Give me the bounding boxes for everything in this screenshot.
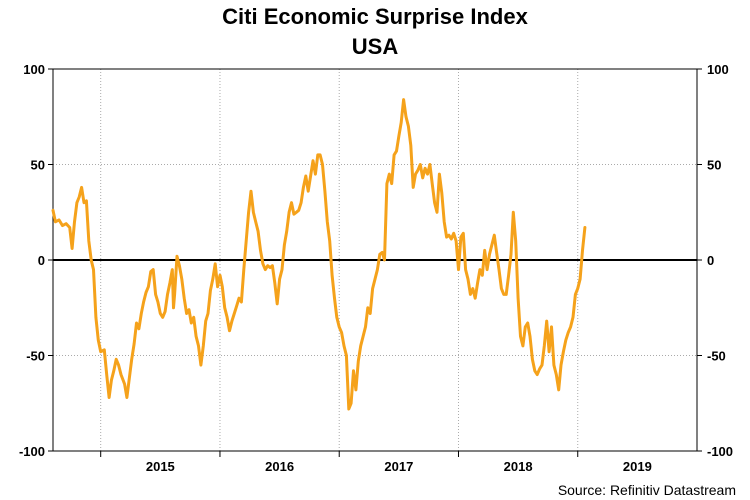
x-tick-label: 2017 bbox=[384, 459, 413, 474]
y-tick-label-right: -100 bbox=[707, 444, 733, 459]
x-tick-label: 2016 bbox=[265, 459, 294, 474]
y-tick-label-right: -50 bbox=[707, 349, 726, 364]
x-tick-label: 2015 bbox=[146, 459, 175, 474]
y-tick-label-left: -50 bbox=[26, 349, 45, 364]
source-note: Source: Refinitiv Datastream bbox=[557, 482, 736, 498]
y-tick-label-right: 100 bbox=[707, 62, 729, 77]
series-line bbox=[51, 98, 587, 411]
chart-title: Citi Economic Surprise Index bbox=[222, 4, 528, 29]
y-tick-label-left: 100 bbox=[23, 62, 45, 77]
x-tick-label: 2019 bbox=[623, 459, 652, 474]
y-tick-label-left: 0 bbox=[38, 253, 45, 268]
y-tick-label-left: 50 bbox=[31, 158, 45, 173]
chart-subtitle: USA bbox=[351, 34, 399, 59]
x-tick-label: 2018 bbox=[504, 459, 533, 474]
y-tick-label-right: 0 bbox=[707, 253, 714, 268]
y-tick-label-right: 50 bbox=[707, 158, 721, 173]
y-tick-label-left: -100 bbox=[19, 444, 45, 459]
